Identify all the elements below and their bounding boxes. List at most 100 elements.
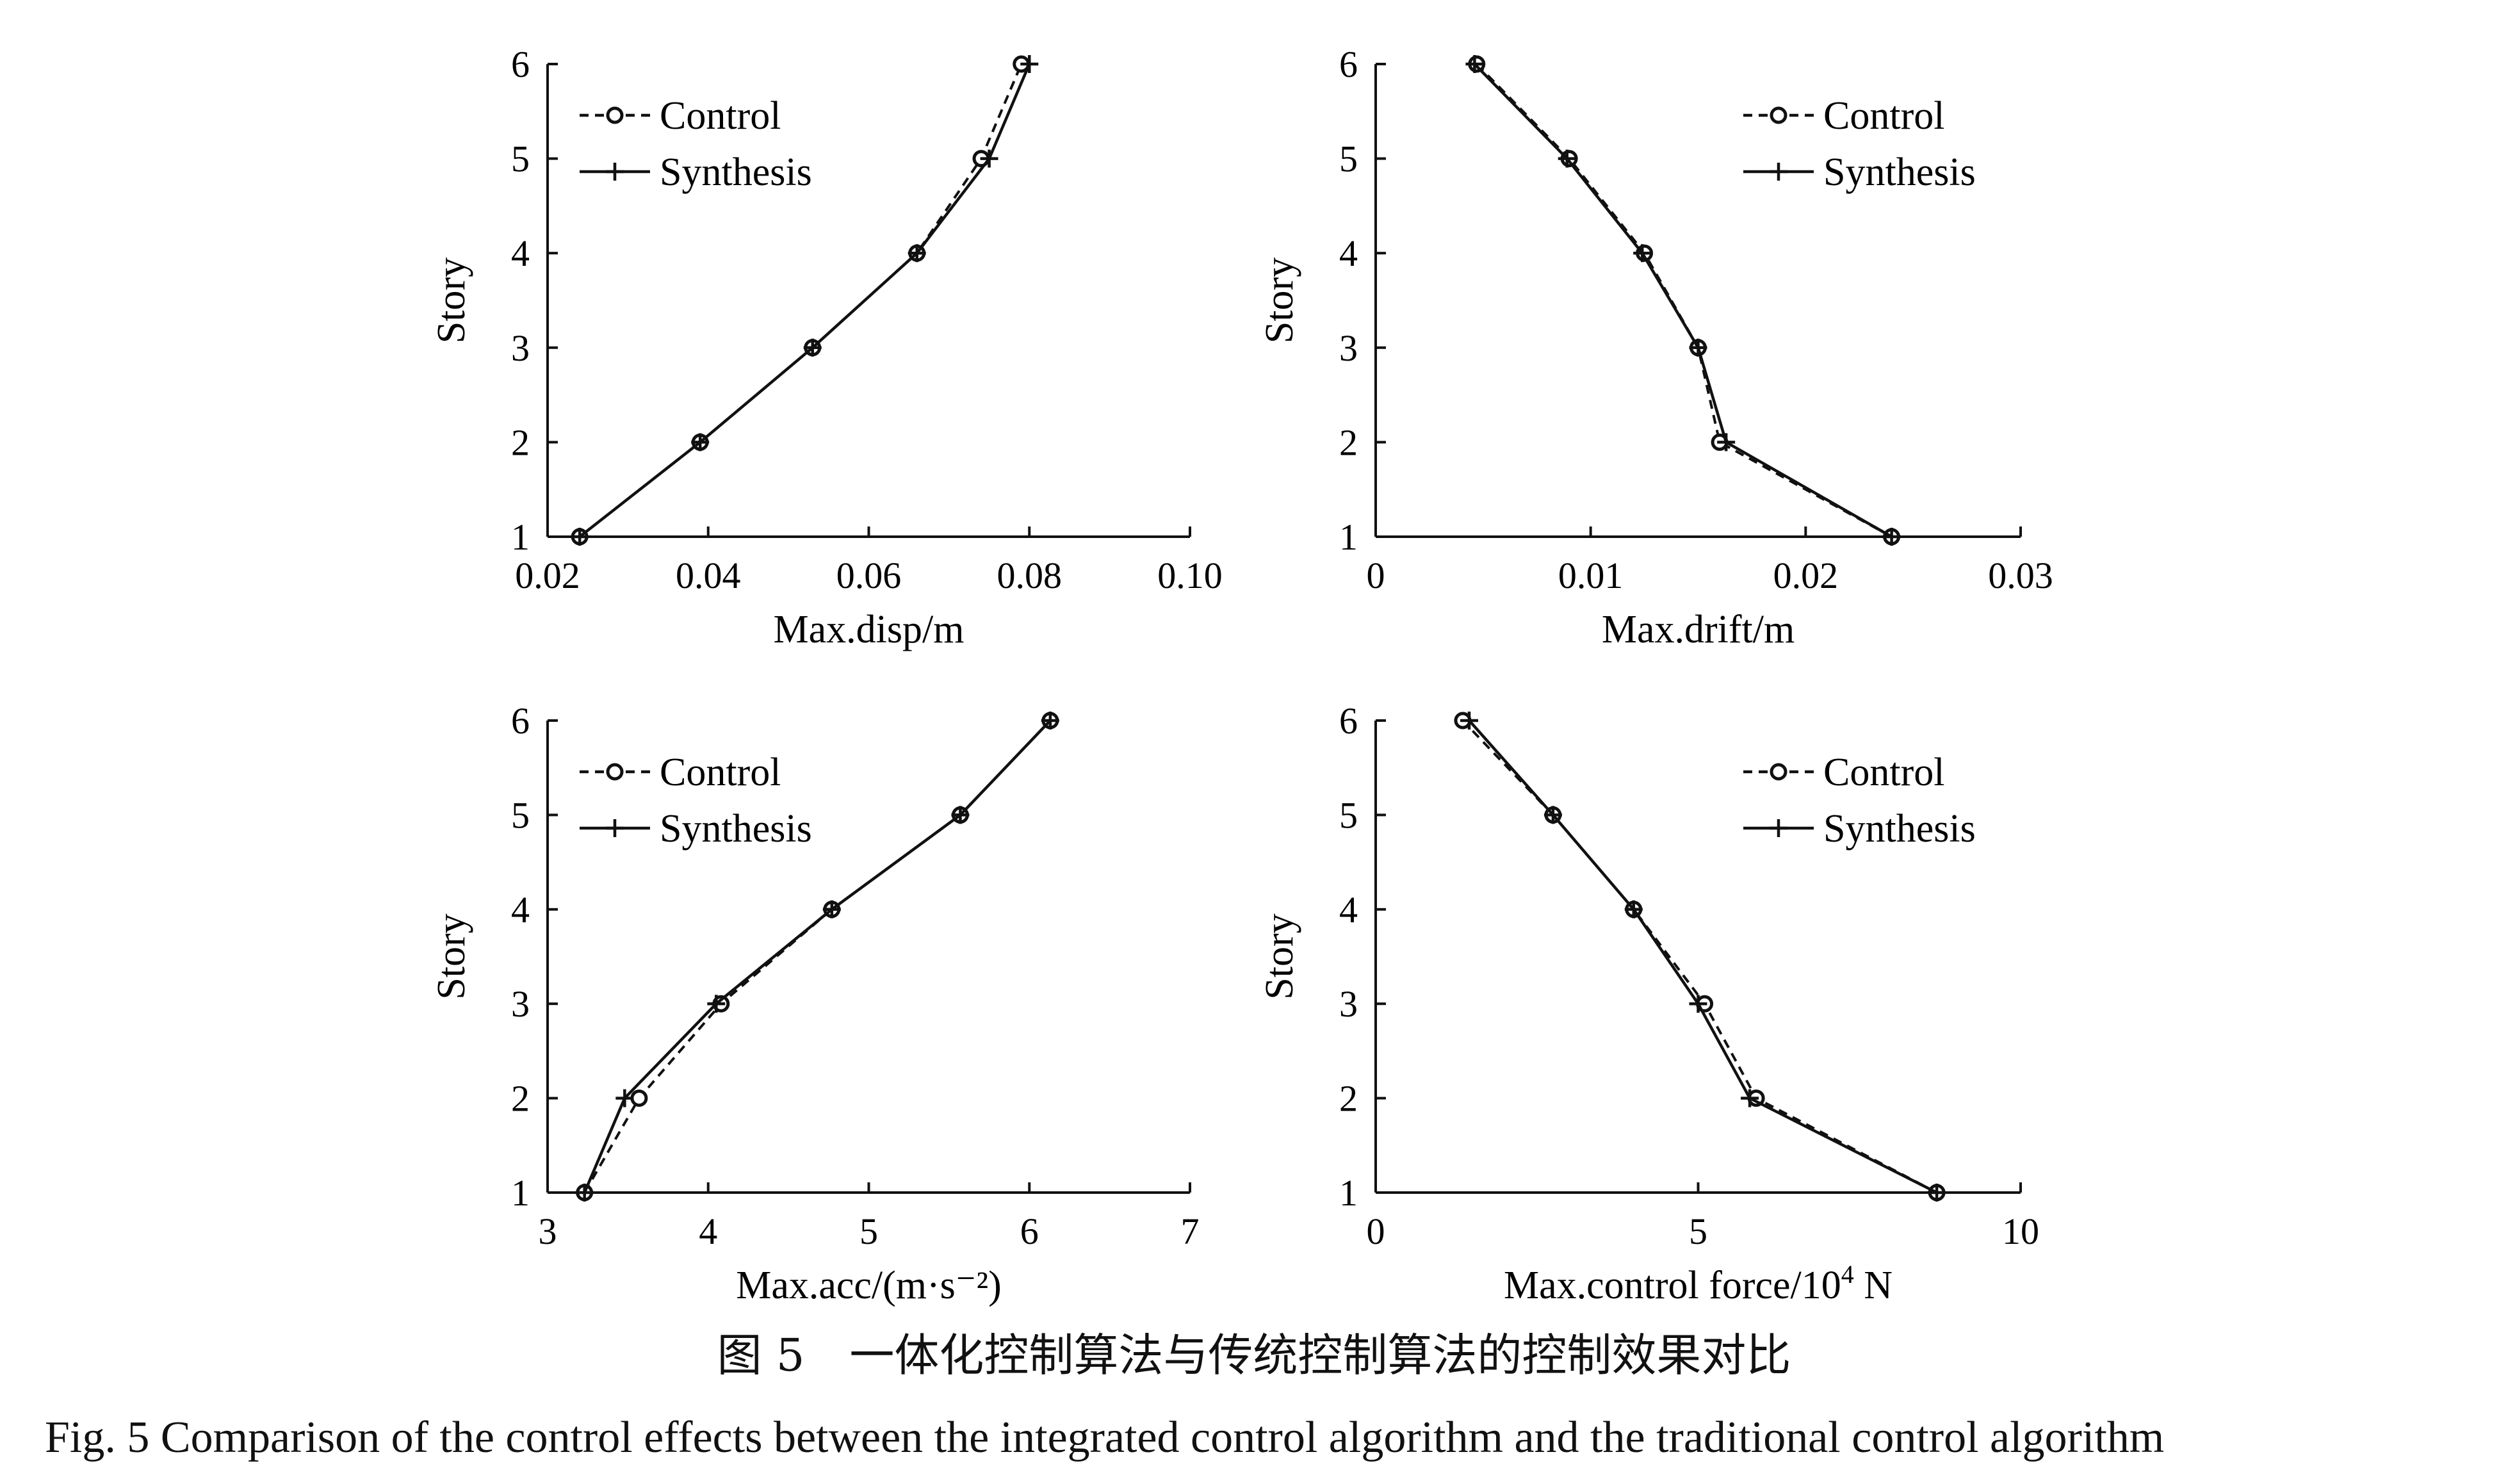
legend-marker-control: [606, 106, 624, 124]
y-tick-label: 3: [511, 327, 530, 369]
data-point-synthesis: [951, 806, 970, 824]
data-point-synthesis: [1689, 338, 1707, 357]
y-tick-label: 5: [511, 794, 530, 836]
legend-label-synthesis: Synthesis: [660, 151, 812, 194]
data-point-synthesis: [1460, 712, 1479, 730]
data-point-synthesis: [1020, 55, 1039, 73]
series-line-control: [583, 719, 1052, 1194]
x-tick-label: 0: [1367, 1211, 1385, 1252]
series-line-control: [578, 63, 1023, 538]
legend-marker-control: [1770, 763, 1787, 781]
x-axis-label: Max.acc/(m·s⁻²): [736, 1264, 1002, 1307]
data-point-synthesis: [1633, 244, 1652, 263]
x-tick-label: 7: [1181, 1211, 1200, 1252]
legend-label-control: Control: [660, 751, 781, 794]
data-point-synthesis: [803, 338, 822, 357]
x-axis-label: Max.disp/m: [774, 608, 965, 651]
x-tick-label: 5: [859, 1211, 878, 1252]
legend-marker-control: [606, 763, 624, 781]
chart-panel-3: 1 2 3 4 5 6 3 4 5 6 7 Max.acc/(m·s⁻²) Story Control Sy…: [430, 700, 1200, 1307]
y-tick-label: 1: [511, 1172, 530, 1214]
x-axis-label: Max.control force/104 N: [1504, 1260, 1893, 1307]
data-point-synthesis: [1041, 712, 1059, 730]
series-line-synthesis: [583, 719, 1052, 1193]
data-point-synthesis: [1543, 806, 1562, 824]
y-tick-label: 5: [511, 138, 530, 180]
x-tick-label: 5: [1689, 1211, 1707, 1252]
y-axis-label: Story: [430, 257, 473, 343]
data-point-synthesis: [707, 995, 726, 1013]
legend-marker-synthesis: [606, 819, 624, 837]
y-tick-label: 2: [1339, 1078, 1358, 1120]
y-tick-label: 4: [511, 889, 530, 931]
data-point-synthesis: [822, 900, 841, 918]
data-point-synthesis: [1717, 433, 1736, 452]
y-tick-label: 2: [1339, 421, 1358, 463]
data-point-synthesis: [571, 528, 589, 546]
y-tick-label: 1: [511, 516, 530, 558]
data-point-synthesis: [1882, 528, 1901, 546]
data-point-synthesis: [691, 433, 710, 452]
x-axis-label-text: Max.drift/m: [1602, 608, 1795, 651]
series-line-control: [1476, 63, 1893, 538]
data-point-synthesis: [908, 244, 926, 263]
data-point-synthesis: [615, 1089, 634, 1107]
y-tick-label: 3: [1339, 983, 1358, 1025]
x-tick-label: 0.04: [676, 555, 741, 596]
caption-english: Fig. 5 Comparison of the control effects…: [45, 1413, 2165, 1462]
data-point-synthesis: [1928, 1184, 1946, 1202]
x-axis-label: Max.drift/m: [1602, 608, 1795, 651]
y-tick-label: 6: [1339, 700, 1358, 742]
y-tick-label: 5: [1339, 138, 1358, 180]
x-tick-label: 0.02: [1773, 555, 1839, 596]
x-tick-label: 0.06: [836, 555, 902, 596]
chart-panel-2: 1 2 3 4 5 6 0 0.01 0.02 0.03 Max.drift/m Story Contr…: [1258, 44, 2053, 651]
y-tick-label: 6: [1339, 44, 1358, 85]
legend-label-synthesis: Synthesis: [1823, 151, 1976, 194]
x-axis-label-text: Max.control force/10: [1504, 1264, 1841, 1307]
y-axis-label: Story: [1258, 257, 1301, 343]
y-tick-label: 4: [1339, 889, 1358, 931]
data-point-synthesis: [1741, 1089, 1759, 1107]
y-tick-label: 1: [1339, 516, 1358, 558]
data-point-synthesis: [1465, 55, 1484, 73]
legend: Control Synthesis: [580, 94, 812, 194]
x-tick-label: 0: [1367, 555, 1385, 596]
data-point-synthesis: [1689, 995, 1707, 1013]
caption-chinese: 图 5 一体化控制算法与传统控制算法的控制效果对比: [717, 1329, 1791, 1382]
x-axis-label-text: Max.acc/(m·s⁻²): [736, 1264, 1002, 1307]
chart-panel-1: 1 2 3 4 5 6 0.02 0.04 0.06 0.08 0.10 Max.disp/m Stor…: [430, 44, 1223, 651]
y-axis-label: Story: [430, 913, 473, 999]
legend: Control Synthesis: [1743, 94, 1976, 194]
y-tick-label: 4: [511, 232, 530, 274]
data-point-synthesis: [575, 1184, 594, 1202]
data-point-synthesis: [980, 149, 998, 168]
x-tick-label: 0.08: [997, 555, 1063, 596]
series-line-synthesis: [1473, 63, 1893, 538]
legend-marker-synthesis: [1770, 819, 1787, 837]
legend-marker-synthesis: [1770, 163, 1787, 181]
legend-label-control: Control: [660, 94, 781, 138]
x-axis-label-text: Max.disp/m: [774, 608, 965, 651]
y-tick-label: 5: [1339, 794, 1358, 836]
legend-label-synthesis: Synthesis: [1823, 807, 1976, 851]
x-tick-label: 0.02: [515, 555, 580, 596]
data-point-control: [630, 1089, 648, 1107]
legend-label-control: Control: [1823, 751, 1944, 794]
y-tick-label: 1: [1339, 1172, 1358, 1214]
x-tick-label: 6: [1020, 1211, 1039, 1252]
legend: Control Synthesis: [1743, 751, 1976, 851]
y-tick-label: 2: [511, 1078, 530, 1120]
y-tick-label: 3: [511, 983, 530, 1025]
x-tick-label: 0.10: [1157, 555, 1223, 596]
series-line-synthesis: [578, 63, 1031, 538]
y-axis-label: Story: [1258, 913, 1301, 999]
x-axis-label-unit: N: [1854, 1264, 1893, 1307]
series-line-synthesis: [1468, 719, 1938, 1195]
data-point-synthesis: [1624, 900, 1643, 918]
x-tick-label: 0.01: [1558, 555, 1624, 596]
legend-label-synthesis: Synthesis: [660, 807, 812, 851]
legend: Control Synthesis: [580, 751, 812, 851]
